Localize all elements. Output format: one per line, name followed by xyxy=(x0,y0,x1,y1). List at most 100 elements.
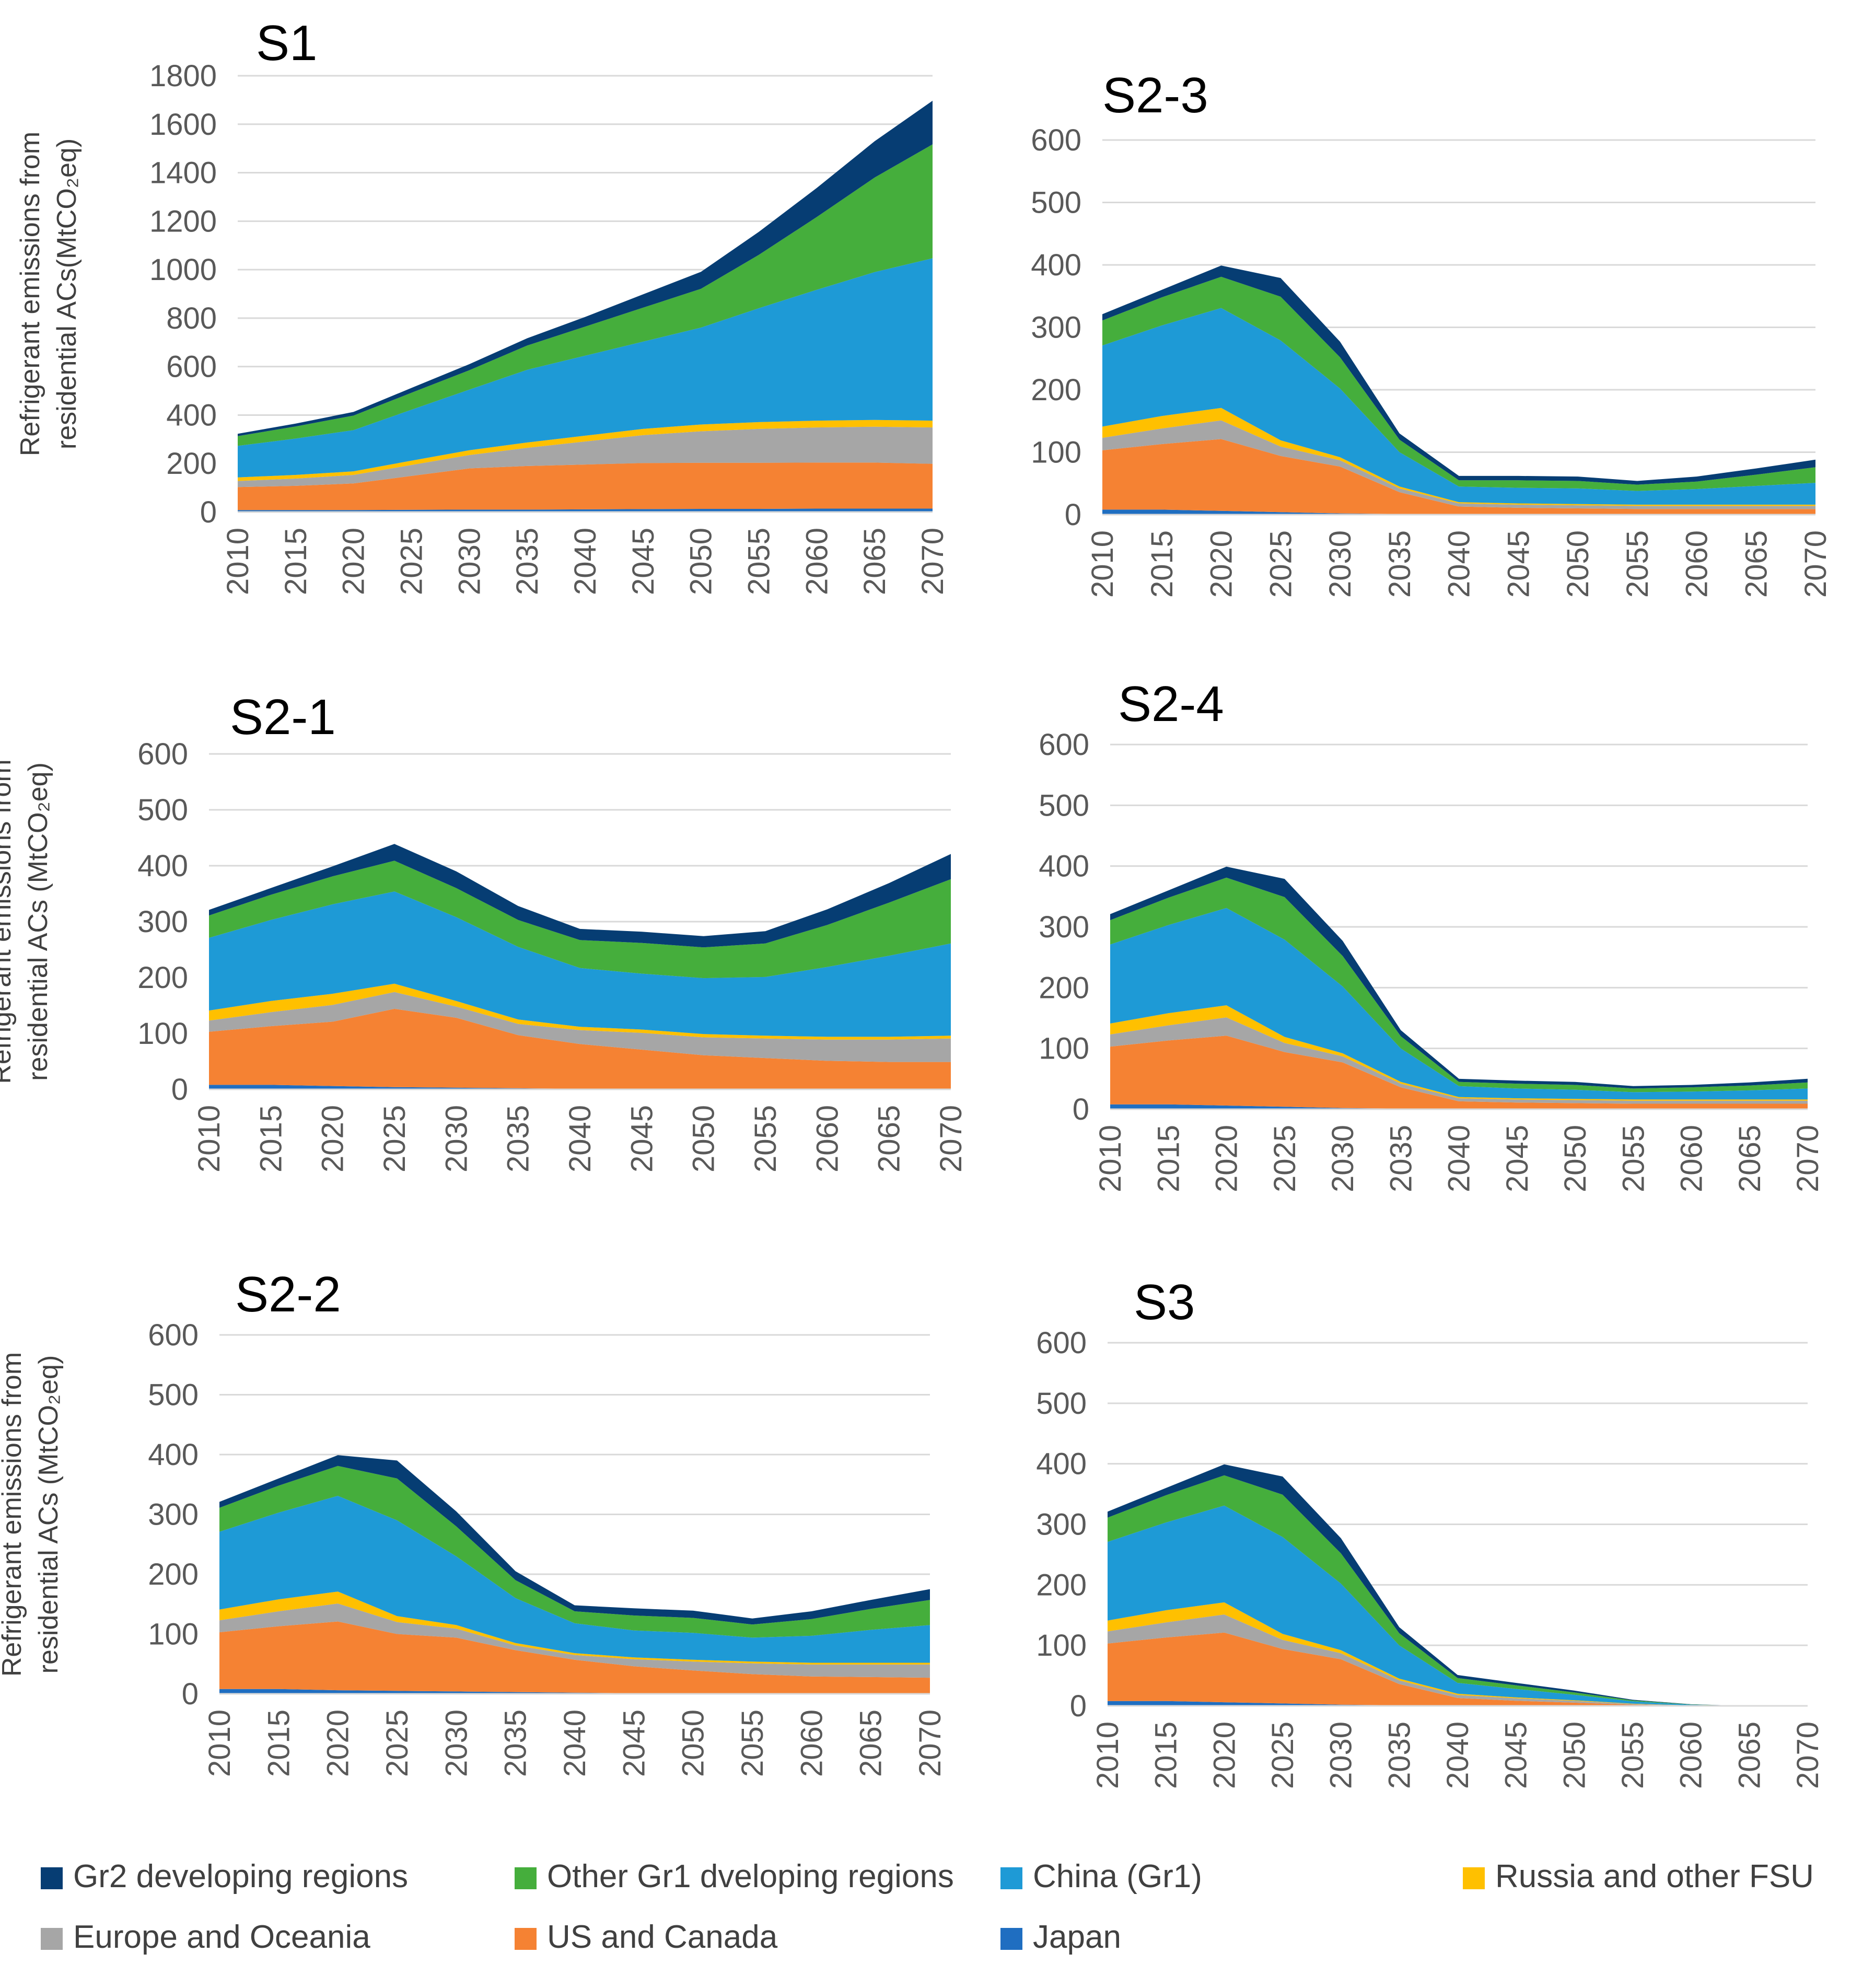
y-tick-label: 500 xyxy=(1031,186,1081,220)
legend-label: US and Canada xyxy=(547,1919,778,1955)
y-tick-label: 0 xyxy=(182,1677,199,1711)
y-tick-label: 500 xyxy=(148,1378,199,1412)
x-tick-label: 2030 xyxy=(1323,530,1357,598)
area-china-gr1 xyxy=(1102,308,1815,505)
legend-swatch xyxy=(1000,1867,1022,1889)
y-tick-label: 0 xyxy=(171,1073,188,1107)
area-us-and-canada xyxy=(1108,1632,1808,1706)
area-russia-and-other-fsu xyxy=(1102,408,1815,506)
legend-item-china-gr1: China (Gr1) xyxy=(1000,1858,1202,1894)
x-tick-label: 2045 xyxy=(617,1710,651,1777)
y-tick-label: 300 xyxy=(1031,311,1081,345)
x-tick-label: 2070 xyxy=(1791,1722,1825,1789)
area-other-gr1-dveloping-regions xyxy=(219,1466,930,1638)
y-tick-label: 100 xyxy=(1031,436,1081,470)
x-tick-label: 2010 xyxy=(192,1105,226,1172)
area-russia-and-other-fsu xyxy=(209,983,951,1040)
legend-label: China (Gr1) xyxy=(1033,1858,1202,1894)
x-tick-label: 2055 xyxy=(736,1710,770,1777)
x-tick-label: 2065 xyxy=(854,1710,888,1777)
area-us-and-canada xyxy=(1102,439,1815,514)
area-japan xyxy=(1110,1104,1808,1109)
x-tick-label: 2045 xyxy=(625,1105,659,1172)
x-tick-label: 2040 xyxy=(1441,1722,1475,1789)
y-tick-label: 300 xyxy=(1039,910,1089,944)
panel-title: S1 xyxy=(256,15,317,71)
x-tick-label: 2030 xyxy=(452,528,486,595)
legend-swatch xyxy=(1000,1928,1022,1950)
x-tick-label: 2025 xyxy=(380,1710,414,1777)
legend-item-russia-and-other-fsu: Russia and other FSU xyxy=(1463,1858,1814,1894)
y-tick-label: 400 xyxy=(137,849,188,883)
legend-label: Gr2 developing regions xyxy=(73,1858,408,1894)
area-gr2-developing-regions xyxy=(1102,265,1815,485)
y-axis-label: Refrigerant emissions from xyxy=(0,1352,27,1677)
legend: Gr2 developing regions Other Gr1 dvelopin… xyxy=(41,1858,1814,1955)
x-tick-label: 2020 xyxy=(1205,530,1239,598)
y-tick-label: 600 xyxy=(1039,728,1089,762)
x-tick-label: 2015 xyxy=(1145,530,1179,598)
x-tick-label: 2060 xyxy=(1680,530,1714,598)
x-tick-label: 2050 xyxy=(1558,1125,1592,1192)
x-tick-label: 2060 xyxy=(1674,1722,1708,1789)
area-europe-and-oceania xyxy=(1110,1017,1808,1104)
x-tick-label: 2030 xyxy=(1326,1125,1360,1192)
area-japan xyxy=(219,1689,930,1694)
area-europe-and-oceania xyxy=(1108,1614,1808,1706)
x-tick-label: 2060 xyxy=(800,528,834,595)
panel-title: S2-2 xyxy=(235,1266,341,1322)
x-tick-label: 2010 xyxy=(221,528,255,595)
x-tick-label: 2040 xyxy=(1442,1125,1476,1192)
legend-label: Europe and Oceania xyxy=(73,1919,370,1955)
x-tick-label: 2035 xyxy=(1384,1125,1418,1192)
x-tick-label: 2015 xyxy=(1151,1125,1185,1192)
panel-title: S2-3 xyxy=(1102,67,1208,123)
legend-swatch xyxy=(41,1867,63,1889)
x-tick-label: 2070 xyxy=(1791,1125,1825,1192)
y-tick-label: 200 xyxy=(1031,373,1081,407)
area-gr2-developing-regions xyxy=(219,1455,930,1625)
y-axis-label: Refrigerant emissions from xyxy=(0,759,17,1084)
x-tick-label: 2015 xyxy=(262,1710,296,1777)
y-tick-label: 200 xyxy=(137,961,188,995)
y-tick-label: 0 xyxy=(1065,498,1081,532)
area-other-gr1-dveloping-regions xyxy=(238,144,933,446)
x-tick-label: 2070 xyxy=(1799,530,1833,598)
area-japan xyxy=(209,1085,951,1089)
x-tick-label: 2010 xyxy=(1093,1125,1127,1192)
x-tick-label: 2065 xyxy=(1733,1125,1767,1192)
x-tick-label: 2055 xyxy=(742,528,776,595)
y-tick-label: 500 xyxy=(1036,1387,1087,1421)
y-tick-label: 100 xyxy=(1039,1032,1089,1066)
legend-item-japan: Japan xyxy=(1000,1919,1121,1955)
y-tick-label: 1800 xyxy=(149,59,217,93)
x-tick-label: 2015 xyxy=(279,528,313,595)
y-tick-label: 400 xyxy=(1039,850,1089,883)
panel-title: S2-4 xyxy=(1118,676,1224,732)
y-tick-label: 300 xyxy=(137,905,188,939)
area-us-and-canada xyxy=(209,1008,951,1089)
x-tick-label: 2035 xyxy=(499,1710,533,1777)
x-tick-label: 2010 xyxy=(1086,530,1120,598)
y-tick-label: 1400 xyxy=(149,156,217,190)
legend-swatch xyxy=(515,1867,537,1889)
y-tick-label: 0 xyxy=(200,495,217,529)
area-europe-and-oceania xyxy=(1102,420,1815,509)
legend-swatch xyxy=(515,1928,537,1950)
x-tick-label: 2065 xyxy=(1732,1722,1766,1789)
area-china-gr1 xyxy=(1108,1505,1808,1706)
panel-s3: 0 100 200 300 400 500 600 2010 2015 2020 2025 2030 2… xyxy=(1036,1274,1825,1789)
legend-item-gr2-developing-regions: Gr2 developing regions xyxy=(41,1858,408,1894)
y-tick-label: 400 xyxy=(1031,248,1081,282)
x-tick-label: 2040 xyxy=(563,1105,597,1172)
y-axis-label: residential ACs (MtCO₂eq) xyxy=(33,1355,64,1674)
x-tick-label: 2045 xyxy=(1500,1125,1534,1192)
y-tick-label: 100 xyxy=(1036,1629,1087,1663)
x-tick-label: 2050 xyxy=(1557,1722,1591,1789)
x-tick-label: 2055 xyxy=(1616,1125,1650,1192)
legend-item-europe-and-oceania: Europe and Oceania xyxy=(41,1919,370,1955)
y-tick-label: 600 xyxy=(166,350,217,384)
x-tick-label: 2050 xyxy=(684,528,718,595)
legend-swatch xyxy=(1463,1867,1485,1889)
